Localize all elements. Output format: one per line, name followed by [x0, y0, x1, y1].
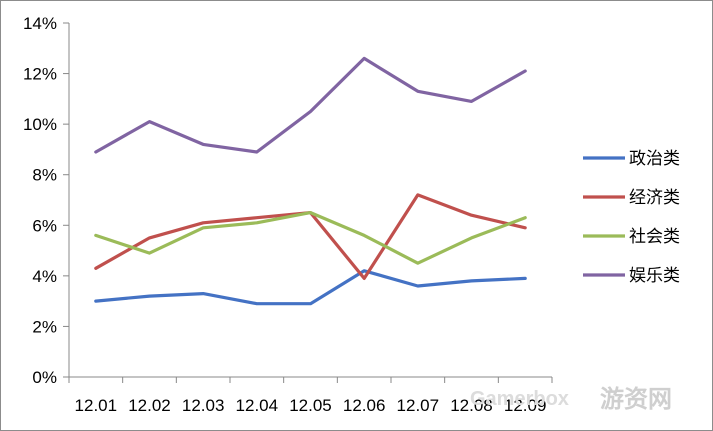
y-tick-label: 0%	[32, 368, 57, 387]
y-axis-ticks: 0% 2% 4% 6% 8% 10% 12% 14%	[23, 14, 69, 387]
watermark-latin: Gamerbox	[470, 388, 569, 410]
series-line-2	[94, 193, 527, 280]
legend-label: 社会类	[629, 227, 680, 246]
series-line-3	[94, 211, 527, 265]
watermark: Gamerbox 游资网	[470, 385, 672, 413]
x-tick-label: 12.07	[397, 396, 440, 415]
watermark-text: 游资网	[600, 385, 672, 413]
series-line-1	[94, 269, 527, 306]
x-tick-label: 12.05	[289, 396, 332, 415]
x-axis-ticks: 12.01 12.02 12.03 12.04 12.05 12.06 12.07 12.08…	[68, 377, 553, 415]
legend-label: 政治类	[629, 149, 680, 168]
x-tick-label: 12.06	[343, 396, 386, 415]
y-tick-label: 6%	[32, 216, 57, 235]
y-tick-label: 14%	[23, 14, 57, 33]
legend-label: 娱乐类	[629, 266, 680, 285]
y-tick-label: 4%	[32, 267, 57, 286]
y-tick-label: 10%	[23, 115, 57, 134]
x-tick-label: 12.02	[128, 396, 171, 415]
series-line-4	[94, 56, 527, 154]
x-tick-label: 12.09	[504, 396, 547, 415]
axes	[68, 23, 552, 378]
legend-label: 经济类	[629, 188, 680, 207]
x-tick-label: 12.03	[182, 396, 225, 415]
x-tick-label: 12.08	[450, 396, 493, 415]
y-tick-label: 8%	[32, 166, 57, 185]
x-tick-label: 12.01	[75, 396, 118, 415]
y-tick-label: 12%	[23, 65, 57, 84]
y-tick-label: 2%	[32, 317, 57, 336]
series-lines	[94, 56, 527, 306]
x-tick-label: 12.04	[236, 396, 279, 415]
